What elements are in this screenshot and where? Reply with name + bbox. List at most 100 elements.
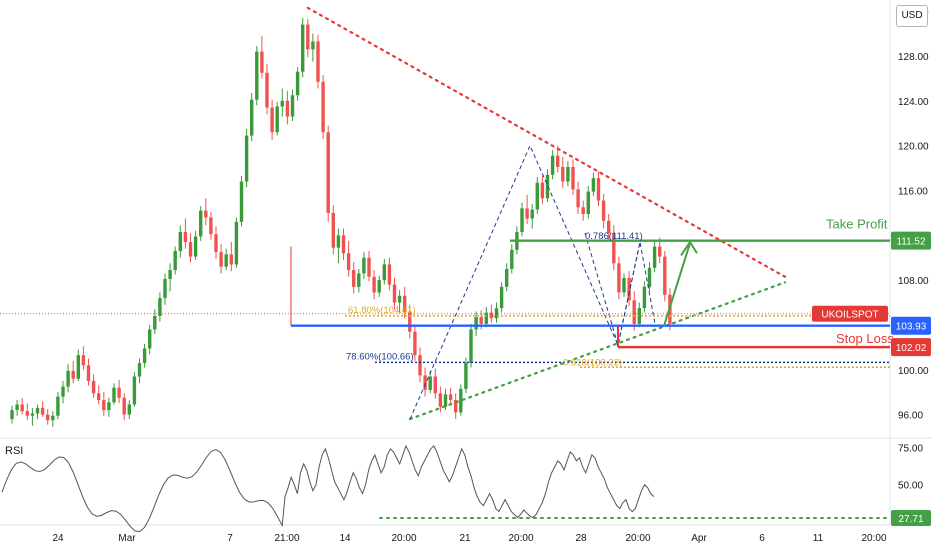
candle-down[interactable] xyxy=(81,355,86,366)
candle-up[interactable] xyxy=(173,250,177,271)
candle-up[interactable] xyxy=(290,95,295,117)
candle-up[interactable] xyxy=(275,106,279,133)
candle-up[interactable] xyxy=(61,386,65,397)
descending-trendline[interactable] xyxy=(306,6,787,278)
candle-up[interactable] xyxy=(357,273,361,287)
candle-up[interactable] xyxy=(499,286,504,309)
ascending-trendline[interactable] xyxy=(408,281,787,421)
candle-up[interactable] xyxy=(520,208,524,232)
candle-up[interactable] xyxy=(622,277,626,293)
candle-up[interactable] xyxy=(469,329,473,364)
candle-down[interactable] xyxy=(321,81,325,133)
candle-down[interactable] xyxy=(86,365,91,381)
candle-down[interactable] xyxy=(479,317,483,324)
candle-up[interactable] xyxy=(30,413,35,416)
candle-down[interactable] xyxy=(20,404,24,412)
candle-down[interactable] xyxy=(658,246,662,257)
candle-up[interactable] xyxy=(178,231,182,251)
candle-down[interactable] xyxy=(561,166,565,182)
candle-down[interactable] xyxy=(285,100,290,117)
candle-up[interactable] xyxy=(505,268,509,287)
candle-down[interactable] xyxy=(326,132,330,213)
candle-up[interactable] xyxy=(428,376,432,390)
candle-up[interactable] xyxy=(132,376,137,405)
candle-down[interactable] xyxy=(97,393,101,401)
candle-up[interactable] xyxy=(158,298,162,316)
candle-down[interactable] xyxy=(607,220,611,234)
candle-down[interactable] xyxy=(540,182,545,199)
candle-up[interactable] xyxy=(652,246,657,268)
price-tag-box[interactable] xyxy=(891,231,931,250)
candle-up[interactable] xyxy=(397,295,402,303)
candle-down[interactable] xyxy=(367,257,371,277)
candle-up[interactable] xyxy=(591,178,596,192)
candle-down[interactable] xyxy=(122,397,126,415)
candle-up[interactable] xyxy=(244,135,249,182)
rsi-line[interactable] xyxy=(1,444,655,533)
currency-selector[interactable]: USD xyxy=(896,5,928,27)
candle-up[interactable] xyxy=(35,407,40,414)
candle-down[interactable] xyxy=(214,234,218,253)
candle-down[interactable] xyxy=(525,208,529,219)
candle-down[interactable] xyxy=(188,242,193,257)
candle-down[interactable] xyxy=(91,380,96,394)
candle-up[interactable] xyxy=(107,402,111,411)
candle-up[interactable] xyxy=(15,404,19,411)
candle-down[interactable] xyxy=(392,284,397,303)
candle-down[interactable] xyxy=(423,375,427,390)
candle-up[interactable] xyxy=(51,415,55,421)
time-axis[interactable]: 24 Mar 7 21:00 14 20:00 21 20:00 28 20:00 Apr 6 11 20… xyxy=(52,533,887,544)
candle-down[interactable] xyxy=(433,376,437,394)
candle-up[interactable] xyxy=(234,221,239,265)
candle-down[interactable] xyxy=(331,212,335,248)
candle-up[interactable] xyxy=(199,210,203,237)
candle-up[interactable] xyxy=(153,315,157,330)
candle-down[interactable] xyxy=(316,41,320,82)
candle-down[interactable] xyxy=(596,178,601,201)
candle-down[interactable] xyxy=(601,200,606,221)
candle-down[interactable] xyxy=(632,300,636,324)
candle-up[interactable] xyxy=(295,71,300,96)
target-arrow-shaft[interactable] xyxy=(663,242,691,327)
candle-up[interactable] xyxy=(142,348,147,364)
candle-down[interactable] xyxy=(408,311,412,332)
candle-down[interactable] xyxy=(627,277,631,301)
candle-up[interactable] xyxy=(474,317,478,330)
candle-up[interactable] xyxy=(224,254,228,267)
rsi-tag-box[interactable] xyxy=(891,509,931,526)
candle-down[interactable] xyxy=(617,263,621,293)
candle-down[interactable] xyxy=(270,107,274,133)
candle-down[interactable] xyxy=(556,155,560,167)
candle-down[interactable] xyxy=(372,276,376,293)
candle-down[interactable] xyxy=(341,235,346,254)
candle-up[interactable] xyxy=(56,396,60,416)
candle-up[interactable] xyxy=(642,286,647,309)
candle-up[interactable] xyxy=(550,155,555,175)
candle-up[interactable] xyxy=(566,166,570,182)
candle-down[interactable] xyxy=(438,393,443,407)
candle-up[interactable] xyxy=(255,51,259,100)
candle-up[interactable] xyxy=(76,355,80,379)
candle-down[interactable] xyxy=(204,210,208,218)
candle-down[interactable] xyxy=(581,207,585,215)
candle-up[interactable] xyxy=(311,41,315,50)
candle-down[interactable] xyxy=(489,312,494,319)
candle-up[interactable] xyxy=(530,209,534,219)
candle-down[interactable] xyxy=(454,400,458,413)
candle-up[interactable] xyxy=(382,264,386,281)
candle-up[interactable] xyxy=(280,100,284,107)
candle-up[interactable] xyxy=(464,363,468,389)
candle-down[interactable] xyxy=(102,400,106,411)
price-tag-box[interactable] xyxy=(891,316,931,335)
candle-down[interactable] xyxy=(612,233,616,264)
candle-down[interactable] xyxy=(663,256,667,295)
symbol-tag-box[interactable] xyxy=(812,305,888,322)
candle-down[interactable] xyxy=(40,407,45,415)
candle-up[interactable] xyxy=(148,329,152,349)
candle-down[interactable] xyxy=(46,414,50,421)
candle-up[interactable] xyxy=(494,308,499,319)
harmonic-pattern[interactable] xyxy=(409,144,656,420)
candle-down[interactable] xyxy=(413,331,417,356)
candle-up[interactable] xyxy=(163,279,167,299)
